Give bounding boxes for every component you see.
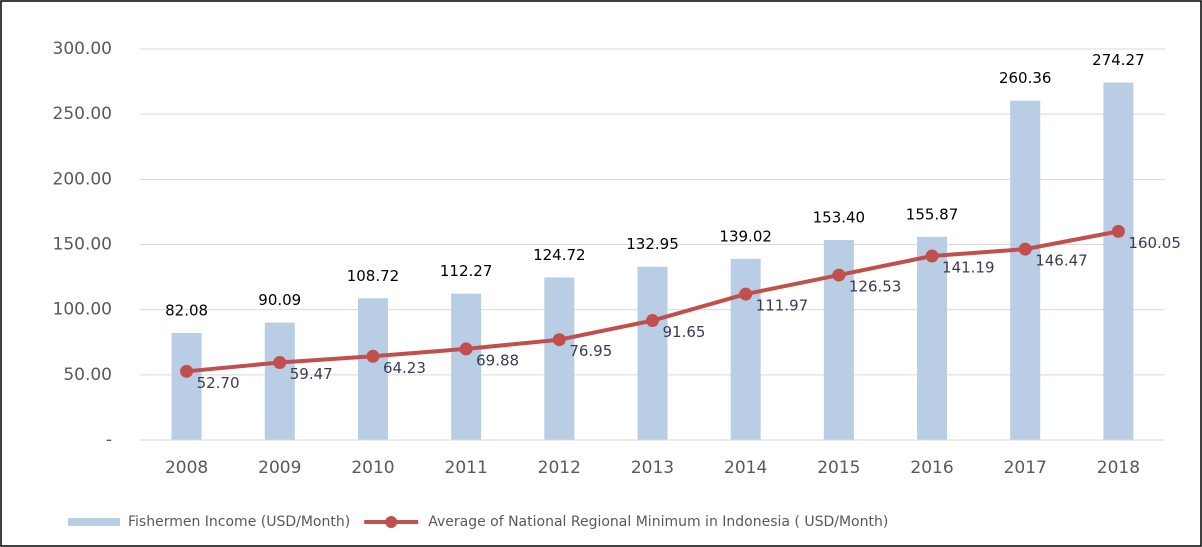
- line-marker: [180, 364, 194, 378]
- x-tick-label: 2012: [538, 458, 581, 478]
- bar-value-label: 155.87: [906, 205, 959, 223]
- x-tick-label: 2010: [351, 458, 394, 478]
- line-marker: [1111, 224, 1125, 238]
- line-marker: [366, 349, 380, 363]
- bar-value-label: 260.36: [999, 69, 1052, 87]
- bar: [451, 293, 482, 440]
- line-marker: [739, 287, 753, 301]
- bar: [544, 277, 575, 440]
- line-value-label: 52.70: [197, 374, 240, 392]
- x-tick-label: 2013: [631, 458, 674, 478]
- x-tick-label: 2018: [1097, 458, 1140, 478]
- bar-value-label: 153.40: [813, 209, 866, 227]
- legend-label: Average of National Regional Minimum in …: [428, 514, 888, 530]
- line-value-label: 141.19: [942, 258, 995, 276]
- legend-swatch: [68, 518, 120, 526]
- y-tick-label: 150.00: [53, 235, 112, 255]
- bar: [730, 258, 761, 440]
- bar: [357, 298, 388, 440]
- bar: [1010, 100, 1041, 441]
- line-marker: [273, 355, 287, 369]
- bar-value-label: 108.72: [347, 267, 400, 285]
- bar-value-label: 124.72: [533, 246, 586, 264]
- line-value-label: 91.65: [663, 323, 706, 341]
- x-tick-label: 2016: [910, 458, 953, 478]
- line-value-label: 111.97: [756, 297, 809, 315]
- x-tick-label: 2011: [445, 458, 488, 478]
- bar-value-label: 112.27: [440, 262, 493, 280]
- x-tick-label: 2015: [817, 458, 860, 478]
- legend-label: Fishermen Income (USD/Month): [128, 514, 350, 530]
- y-tick-label: -: [106, 430, 112, 450]
- line-value-label: 126.53: [849, 278, 902, 296]
- y-tick-label: 200.00: [53, 169, 112, 189]
- bar-value-label: 274.27: [1092, 51, 1145, 69]
- bar: [1103, 82, 1134, 441]
- bar: [637, 266, 668, 440]
- y-tick-label: 100.00: [53, 300, 112, 320]
- x-tick-label: 2017: [1004, 458, 1047, 478]
- line-marker: [925, 249, 939, 263]
- line-marker: [459, 342, 473, 356]
- line-value-label: 69.88: [476, 351, 519, 369]
- line-value-label: 146.47: [1035, 252, 1088, 270]
- line-value-label: 64.23: [383, 359, 426, 377]
- y-tick-label: 50.00: [63, 365, 112, 385]
- line-value-label: 59.47: [290, 365, 333, 383]
- x-tick-label: 2014: [724, 458, 767, 478]
- line-marker: [832, 268, 846, 282]
- bar-value-label: 132.95: [626, 235, 679, 253]
- line-marker: [552, 333, 566, 347]
- line-value-label: 160.05: [1128, 234, 1181, 252]
- x-tick-label: 2008: [165, 458, 208, 478]
- line-marker: [646, 314, 659, 328]
- y-tick-label: 250.00: [53, 104, 112, 124]
- bar-value-label: 139.02: [719, 227, 772, 245]
- bar: [264, 322, 295, 440]
- line-marker: [1018, 242, 1032, 256]
- bar: [917, 236, 948, 440]
- x-tick-label: 2009: [258, 458, 301, 478]
- y-tick-label: 300.00: [53, 39, 112, 59]
- bar: [171, 333, 202, 440]
- line-value-label: 76.95: [569, 342, 612, 360]
- bar-value-label: 90.09: [258, 291, 301, 309]
- bar-value-label: 82.08: [165, 302, 208, 320]
- legend-swatch-marker: [385, 516, 398, 528]
